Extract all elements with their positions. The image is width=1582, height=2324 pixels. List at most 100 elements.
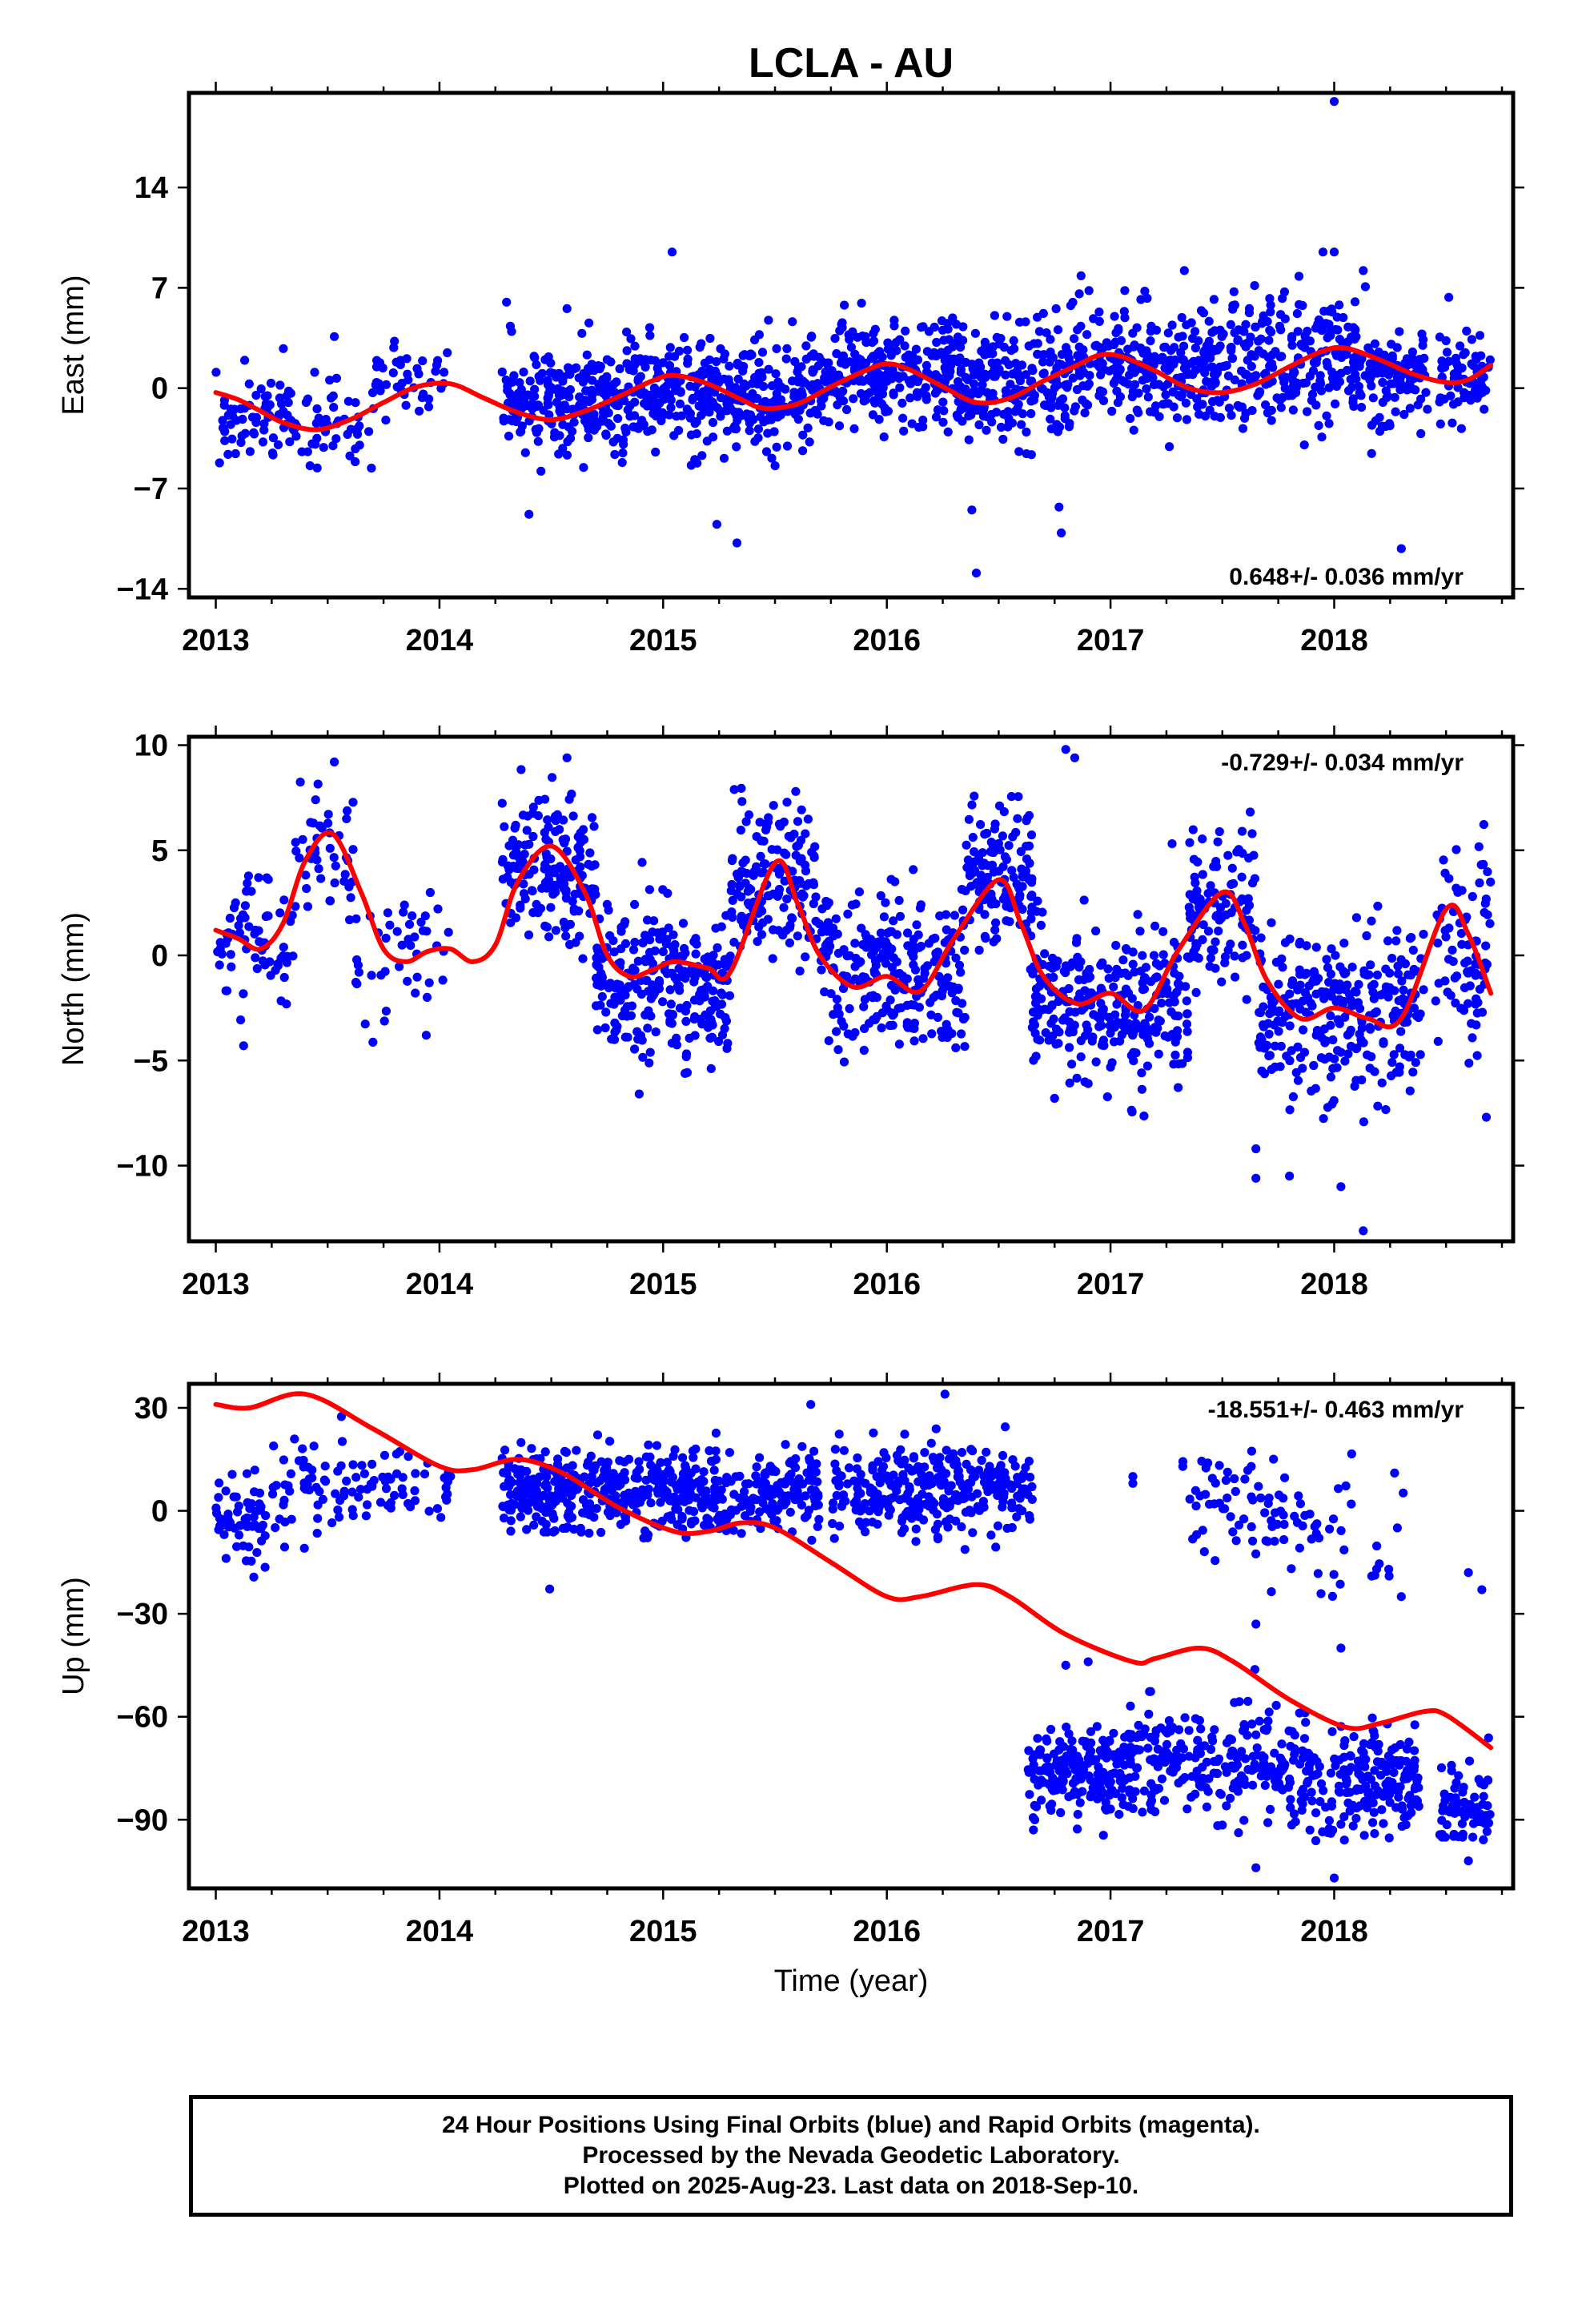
data-point: [1316, 386, 1327, 396]
data-point: [794, 1474, 804, 1484]
data-point: [335, 1512, 344, 1522]
data-point: [938, 417, 948, 427]
data-point: [520, 448, 530, 457]
data-point: [1038, 357, 1048, 367]
data-point: [505, 388, 515, 398]
data-point: [1256, 933, 1266, 943]
data-point: [1033, 349, 1042, 359]
data-point: [1028, 366, 1038, 376]
data-point: [1314, 420, 1323, 431]
data-point: [545, 384, 555, 394]
data-point: [1297, 341, 1307, 351]
data-point: [1339, 939, 1349, 948]
data-point: [283, 1481, 293, 1490]
data-point: [389, 343, 399, 352]
data-point: [790, 356, 800, 367]
data-point: [1026, 376, 1035, 386]
data-point: [755, 1478, 765, 1488]
data-point: [1056, 396, 1066, 406]
data-point: [1319, 307, 1329, 316]
outlier-point: [667, 247, 677, 257]
data-point: [245, 1504, 255, 1514]
data-point: [734, 1494, 745, 1503]
data-point: [381, 933, 391, 943]
data-point: [367, 971, 376, 980]
data-point: [532, 360, 541, 369]
data-point: [838, 1490, 849, 1500]
data-point: [721, 1016, 732, 1026]
data-point: [811, 1467, 821, 1477]
data-point: [355, 1485, 366, 1494]
data-point: [351, 398, 360, 408]
data-point: [980, 345, 990, 355]
data-point: [1182, 1019, 1192, 1029]
data-point: [1249, 850, 1259, 860]
data-point: [961, 357, 970, 368]
data-point: [680, 332, 689, 343]
data-point: [615, 1456, 624, 1466]
data-point: [1206, 881, 1215, 891]
data-point: [1079, 895, 1089, 905]
data-point: [1285, 1105, 1295, 1115]
data-point: [1146, 336, 1155, 346]
data-point: [575, 392, 584, 402]
y-tick-label: 14: [135, 171, 168, 205]
data-point: [1287, 976, 1298, 986]
data-point: [841, 360, 850, 369]
data-point: [1076, 1035, 1086, 1046]
data-point: [1095, 356, 1105, 366]
data-point: [587, 813, 597, 822]
data-point: [1152, 972, 1162, 982]
data-point: [658, 997, 668, 1007]
data-point: [649, 916, 659, 926]
data-point: [1247, 829, 1257, 838]
data-point: [623, 1032, 632, 1042]
outlier-point: [732, 538, 742, 548]
east-model-curve: [213, 344, 1494, 432]
data-point: [669, 930, 678, 939]
data-point: [1192, 886, 1202, 896]
data-point: [889, 916, 898, 926]
data-point: [1027, 1494, 1037, 1504]
data-point: [967, 800, 977, 810]
data-point: [581, 386, 591, 396]
data-point: [628, 963, 638, 973]
data-point: [242, 1469, 252, 1478]
data-point: [930, 388, 940, 398]
data-point: [951, 1043, 961, 1052]
data-point: [1210, 344, 1219, 354]
data-point: [779, 1500, 789, 1510]
data-point: [1111, 940, 1121, 951]
data-point: [543, 815, 552, 825]
data-point: [1237, 872, 1247, 882]
data-point: [325, 896, 335, 906]
data-point: [682, 1068, 693, 1077]
data-point: [1065, 419, 1074, 428]
data-point: [565, 369, 575, 379]
data-point: [239, 1041, 248, 1051]
data-point: [933, 1532, 942, 1542]
data-point: [555, 825, 564, 834]
data-point: [548, 773, 557, 782]
data-point: [833, 1003, 842, 1012]
data-point: [275, 1514, 284, 1524]
data-point: [1118, 376, 1127, 385]
data-point: [323, 810, 333, 819]
data-point: [1073, 351, 1082, 360]
data-point: [1034, 327, 1044, 336]
data-point: [582, 350, 592, 360]
data-point: [249, 1520, 259, 1530]
data-point: [262, 911, 271, 921]
data-point: [408, 911, 417, 921]
data-point: [924, 1492, 934, 1502]
data-point: [865, 388, 875, 397]
data-point: [1441, 932, 1451, 942]
data-point: [1480, 907, 1489, 918]
data-point: [813, 1500, 823, 1510]
data-point: [1264, 1029, 1274, 1039]
data-point: [833, 370, 844, 380]
data-point: [1243, 895, 1252, 905]
data-point: [1060, 411, 1070, 420]
data-point: [403, 976, 412, 986]
data-point: [685, 413, 695, 423]
